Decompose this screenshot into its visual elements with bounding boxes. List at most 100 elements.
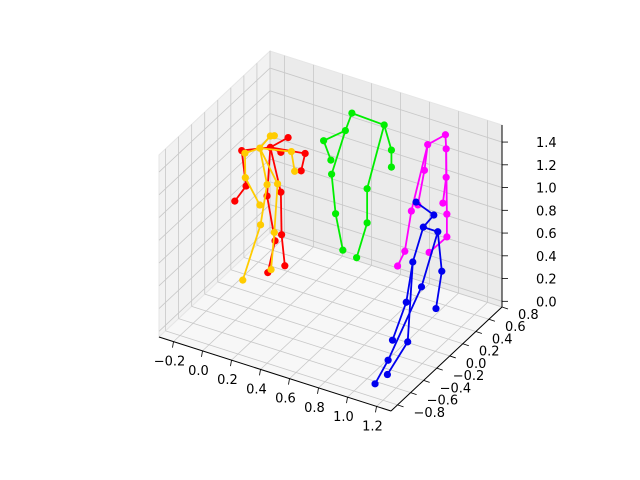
- joint-point: [281, 262, 289, 270]
- z-tick-label: 1.0: [536, 182, 557, 197]
- bone-line: [259, 147, 292, 153]
- joint-point: [339, 246, 347, 254]
- grid-x-floor: [202, 246, 314, 352]
- joint-point: [263, 180, 271, 189]
- joint-point: [443, 233, 451, 241]
- x-tick-mark: [201, 350, 203, 357]
- joint-point: [273, 180, 282, 188]
- joint-point: [432, 304, 440, 313]
- y-axis-line: [390, 306, 503, 412]
- joint-point: [407, 207, 415, 215]
- y-tick-mark: [423, 380, 430, 383]
- skeleton-4: [393, 131, 451, 270]
- joint-point: [439, 199, 447, 207]
- grid-y-floor: [243, 257, 477, 332]
- grid-z-back: [269, 135, 503, 211]
- x-tick-mark: [375, 406, 377, 413]
- joint-point: [270, 132, 278, 140]
- x-tick-label: −0.2: [154, 355, 186, 370]
- axis-lines: [158, 125, 509, 413]
- bone-line: [416, 170, 426, 206]
- axes-panes: [158, 49, 503, 412]
- x-tick-mark: [317, 387, 319, 394]
- y-tick-label: −0.2: [453, 369, 485, 384]
- joint-point: [353, 254, 361, 262]
- skeleton-5: [371, 198, 446, 388]
- joint-point: [291, 167, 299, 175]
- joint-point: [442, 145, 450, 153]
- joint-point: [424, 140, 432, 149]
- joint-point: [284, 133, 292, 142]
- bone-line: [391, 301, 408, 341]
- y-tick-mark: [462, 343, 469, 347]
- joint-point: [441, 131, 450, 139]
- grid-z-left: [158, 158, 271, 264]
- z-tick-label: 0.2: [536, 273, 557, 288]
- bone-line: [406, 261, 414, 342]
- x-tick-mark: [259, 369, 261, 376]
- bone-line: [411, 226, 425, 263]
- grid-x-floor: [376, 302, 488, 407]
- bone-line: [334, 213, 344, 251]
- joint-point: [256, 221, 265, 229]
- joint-point: [348, 109, 356, 117]
- joint-point: [363, 185, 371, 193]
- grid-z-back: [269, 181, 503, 257]
- x-tick-label: 0.8: [304, 401, 325, 416]
- x-axis-line: [158, 336, 392, 412]
- y-tick-label: 0.4: [492, 332, 513, 347]
- y-tick-mark: [501, 306, 509, 310]
- joint-point: [388, 336, 397, 344]
- x-tick-mark: [288, 378, 290, 385]
- joint-point: [277, 188, 285, 196]
- bone-line: [435, 271, 443, 309]
- joint-point: [443, 210, 451, 218]
- skeleton-3: [320, 109, 396, 262]
- y-tick-label: 0.0: [466, 357, 487, 372]
- joint-point: [383, 370, 391, 379]
- grid-z-back: [269, 158, 503, 234]
- x-tick-mark: [230, 360, 232, 367]
- y-tick-mark: [488, 318, 496, 322]
- z-tick-label: 1.4: [536, 136, 557, 151]
- joint-point: [241, 149, 249, 157]
- bone-line: [442, 177, 448, 204]
- grid-y-floor: [269, 232, 503, 308]
- joint-point: [442, 173, 450, 181]
- joint-point: [301, 149, 309, 158]
- x-tick-label: 0.6: [275, 392, 296, 407]
- bone-line: [270, 232, 276, 270]
- grid-y-floor: [178, 318, 411, 394]
- joint-point: [409, 258, 417, 266]
- joint-point: [430, 211, 438, 219]
- bone-line: [351, 112, 385, 126]
- joint-point: [404, 338, 412, 346]
- grid-y-floor: [217, 281, 450, 357]
- grid-x-floor: [231, 255, 343, 361]
- x-tick-mark: [172, 341, 174, 348]
- joint-point: [231, 197, 239, 205]
- joint-point: [256, 144, 264, 152]
- joint-point: [387, 146, 396, 154]
- grid-y-floor: [165, 330, 398, 406]
- x-tick-label: 0.2: [217, 373, 238, 388]
- bone-line: [374, 359, 389, 385]
- joint-point: [438, 267, 446, 275]
- z-tick-label: 0.8: [536, 204, 557, 219]
- grid-z-left: [158, 113, 271, 218]
- x-tick-label: 0.0: [188, 364, 209, 379]
- joint-point: [420, 166, 429, 174]
- grid-z-left: [158, 67, 271, 173]
- bone-line: [330, 130, 347, 175]
- grid-z-back: [269, 204, 503, 279]
- grid-y-floor: [256, 244, 490, 320]
- joint-point: [384, 356, 392, 364]
- bone-line: [355, 222, 368, 258]
- joint-point: [277, 231, 286, 239]
- y-tick-mark: [449, 355, 456, 359]
- grid-z-left: [158, 181, 271, 287]
- joint-point: [371, 380, 379, 388]
- joint-point: [327, 156, 335, 164]
- joint-point: [341, 126, 349, 135]
